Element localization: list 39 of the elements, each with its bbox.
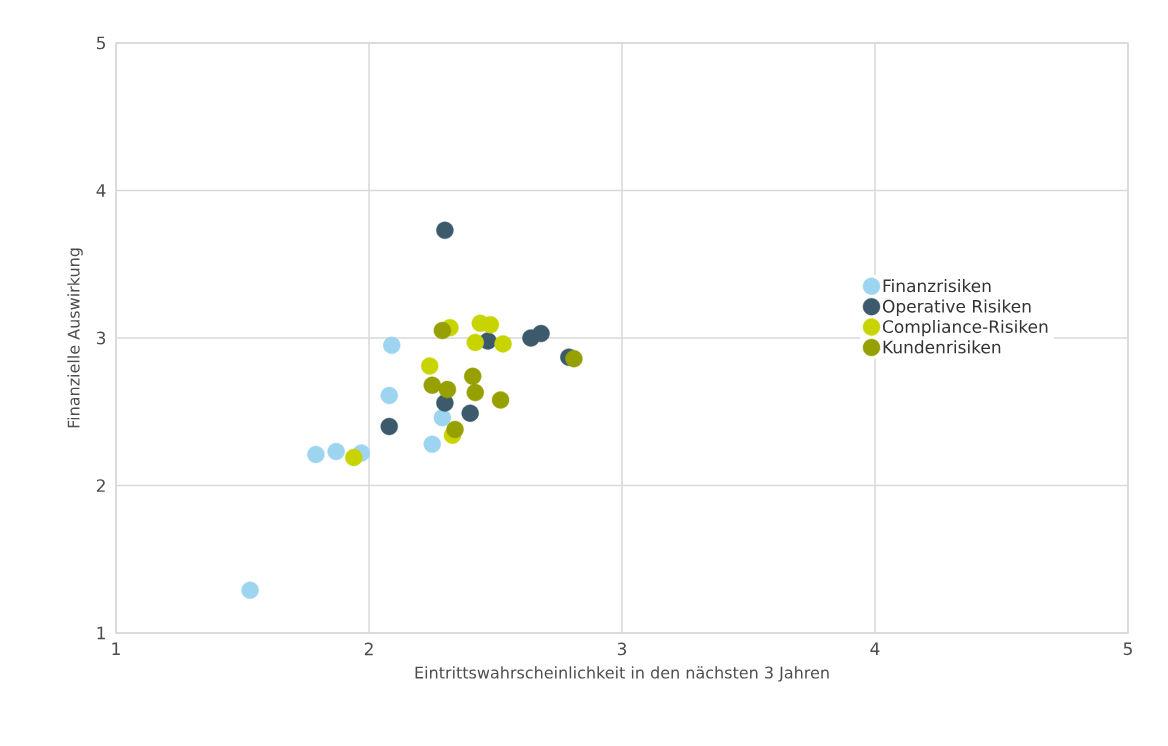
- point: [433, 408, 452, 427]
- x-tick-label: 4: [870, 642, 880, 655]
- point: [464, 367, 482, 386]
- point: [466, 383, 484, 402]
- x-tick-label: 2: [364, 642, 373, 656]
- point: [421, 357, 439, 375]
- point: [423, 376, 441, 394]
- point: [380, 417, 398, 436]
- point: [466, 333, 484, 352]
- legend-label: Compliance-Risiken: [882, 319, 1048, 337]
- legend-label: Operative Risiken: [882, 299, 1031, 316]
- point: [491, 391, 510, 409]
- point: [383, 336, 401, 355]
- point: [494, 335, 512, 353]
- y-axis-title: Finanzielle Auswirkung: [67, 248, 83, 428]
- x-tick-label: 3: [617, 642, 627, 656]
- x-tick-label: 5: [1123, 642, 1132, 656]
- point: [433, 321, 452, 340]
- point: [345, 448, 363, 467]
- point: [461, 404, 479, 422]
- point: [565, 349, 583, 368]
- point: [241, 581, 259, 599]
- point: [327, 442, 345, 461]
- y-tick-label: 4: [96, 184, 106, 197]
- point: [423, 435, 441, 453]
- point: [446, 420, 464, 439]
- x-axis-title: Eintrittswahrscheinlichkeit in den nächsten 3 Jahren: [415, 666, 829, 682]
- y-tick-label: 3: [96, 331, 106, 345]
- point: [436, 221, 454, 240]
- point: [532, 324, 550, 343]
- point: [307, 445, 325, 464]
- point: [380, 386, 398, 405]
- legend-label: Kundenrisiken: [883, 340, 1001, 354]
- legend-label: Finanzrisiken: [883, 279, 991, 293]
- point: [438, 380, 457, 399]
- y-tick-label: 1: [97, 626, 105, 640]
- y-tick-label: 2: [96, 479, 105, 492]
- x-tick-label: 1: [112, 642, 120, 655]
- y-tick-label: 5: [96, 36, 105, 50]
